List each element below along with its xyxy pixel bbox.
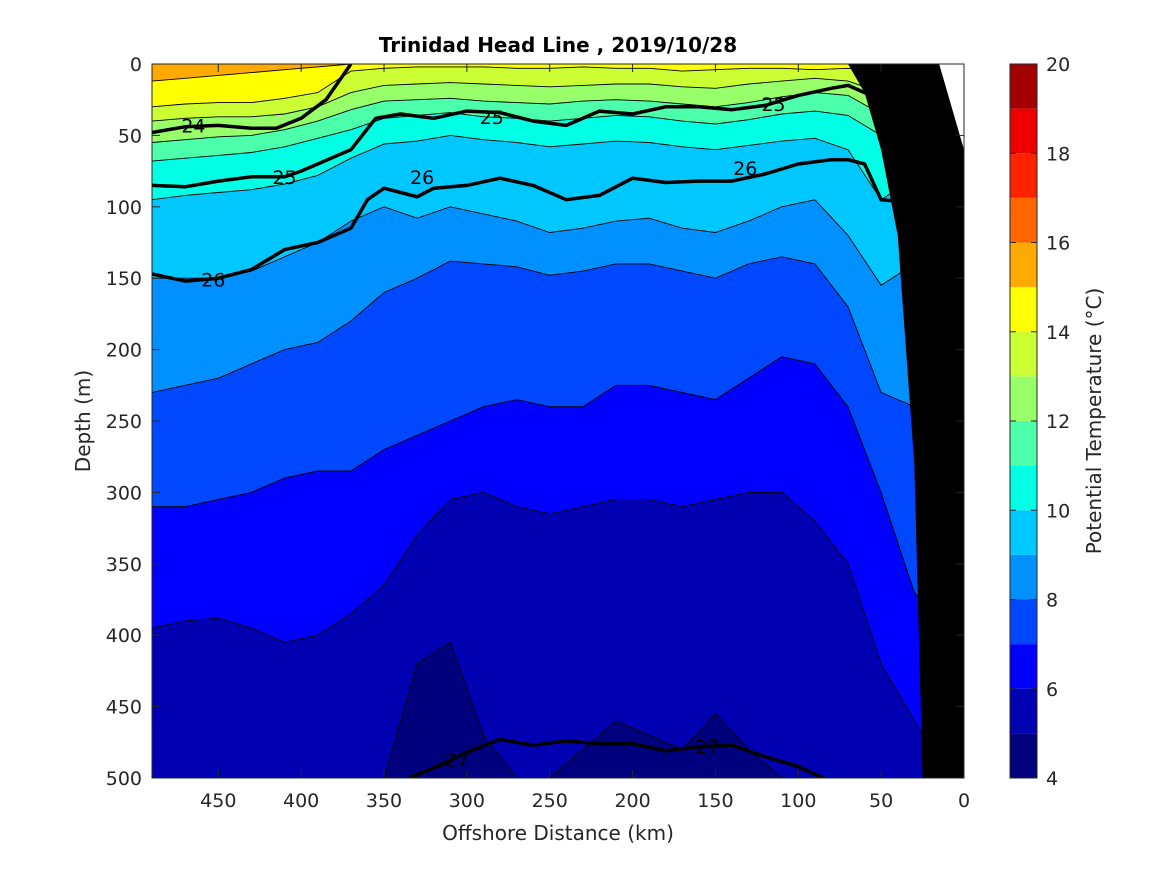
- y-tick-label: 250: [106, 411, 142, 433]
- colorbar: 4 6 8 10 12 14 16 18 20 Potential Temperature (°…: [1009, 54, 1106, 790]
- density-label: 26: [733, 158, 757, 180]
- colorbar-tick-label: 20: [1046, 54, 1070, 76]
- seafloor: [814, 64, 964, 778]
- colorbar-frame: [1009, 63, 1038, 779]
- colorbar-tick-label: 10: [1046, 500, 1070, 522]
- x-tick-label: 400: [283, 790, 319, 812]
- colorbar-swatch: [1010, 421, 1037, 466]
- y-tick-label: 0: [130, 54, 142, 76]
- x-axis: 450 400 350 300 250 200 150 100 50 0: [200, 64, 970, 812]
- temperature-contour-line: [152, 77, 948, 122]
- temperature-contour-line: [152, 199, 948, 286]
- density-label: 27: [445, 749, 469, 771]
- y-tick-label: 150: [106, 268, 142, 290]
- colorbar-swatch: [1010, 733, 1037, 778]
- colorbar-tick-label: 18: [1046, 143, 1070, 165]
- colorbar-ticks: 4 6 8 10 12 14 16 18 20: [1010, 54, 1070, 790]
- density-label: 26: [201, 270, 225, 292]
- y-tick-label: 200: [106, 340, 142, 362]
- colorbar-tick-label: 6: [1046, 679, 1058, 701]
- colorbar-swatch: [1010, 376, 1037, 421]
- colorbar-swatch: [1010, 197, 1037, 243]
- colorbar-swatch: [1010, 108, 1037, 154]
- x-tick-label: 50: [869, 790, 893, 812]
- colorbar-swatch: [1010, 644, 1037, 689]
- temperature-band: [152, 64, 948, 122]
- x-tick-label: 100: [780, 790, 816, 812]
- x-axis-label: Offshore Distance (km): [442, 821, 674, 845]
- x-tick-label: 350: [366, 790, 402, 812]
- temperature-contour-lines: [152, 64, 948, 778]
- colorbar-tick-label: 14: [1046, 322, 1070, 344]
- y-tick-label: 500: [106, 768, 142, 790]
- x-tick-label: 0: [958, 790, 970, 812]
- colorbar-swatch: [1010, 64, 1037, 109]
- temperature-contour-line: [152, 64, 948, 82]
- colorbar-swatch: [1010, 554, 1037, 600]
- y-axis: 0 50 100 150 200 250 300 350 400 450 500: [106, 54, 964, 790]
- y-tick-label: 450: [106, 697, 142, 719]
- y-tick-label: 50: [118, 125, 142, 147]
- colorbar-tick-label: 4: [1046, 768, 1058, 790]
- colorbar-tick-label: 8: [1046, 590, 1058, 612]
- density-label: 27: [695, 737, 719, 759]
- y-axis-label: Depth (m): [71, 370, 95, 472]
- y-tick-label: 400: [106, 625, 142, 647]
- temperature-band: [152, 64, 948, 82]
- density-label: 25: [272, 167, 296, 189]
- y-tick-label: 350: [106, 554, 142, 576]
- y-tick-label: 300: [106, 482, 142, 504]
- colorbar-swatch: [1010, 465, 1037, 511]
- temperature-contour-line: [152, 134, 948, 201]
- colorbar-tick-label: 12: [1046, 411, 1070, 433]
- temperature-contour-line: [152, 110, 948, 162]
- x-tick-label: 300: [449, 790, 485, 812]
- no-data-region: [939, 64, 964, 150]
- colorbar-tick-label: 16: [1046, 233, 1070, 255]
- x-tick-label: 450: [200, 790, 236, 812]
- colorbar-swatch: [1010, 287, 1037, 332]
- density-contour-line: [152, 64, 353, 135]
- plot-area: 24 25 25 25 26 26 26 27 27: [151, 63, 965, 779]
- colorbar-swatch: [1010, 599, 1037, 645]
- density-contour-line: [152, 157, 949, 283]
- x-tick-label: 250: [532, 790, 568, 812]
- density-contour-labels: 24 25 25 25 26 26 26 27 27: [181, 94, 785, 771]
- density-label: 25: [761, 94, 785, 116]
- density-label: 24: [181, 115, 205, 137]
- chart-title: Trinidad Head Line , 2019/10/28: [379, 33, 737, 57]
- density-contour-line: [408, 737, 824, 778]
- x-tick-label: 150: [697, 790, 733, 812]
- x-tick-label: 200: [614, 790, 650, 812]
- colorbar-swatch: [1010, 510, 1037, 555]
- temperature-contour-line: [152, 356, 948, 636]
- colorbar-label: Potential Temperature (°C): [1082, 288, 1106, 555]
- colorbar-swatch: [1010, 153, 1037, 198]
- colorbar-swatch: [1010, 688, 1037, 734]
- temperature-contour-line: [152, 491, 948, 778]
- density-label: 25: [480, 107, 504, 129]
- density-label: 26: [410, 167, 434, 189]
- colorbar-swatches: [1010, 64, 1037, 778]
- bathymetry: [814, 64, 964, 778]
- colorbar-swatch: [1010, 331, 1037, 377]
- y-tick-label: 100: [106, 197, 142, 219]
- colorbar-swatch: [1010, 242, 1037, 288]
- temperature-contour-line: [152, 256, 948, 408]
